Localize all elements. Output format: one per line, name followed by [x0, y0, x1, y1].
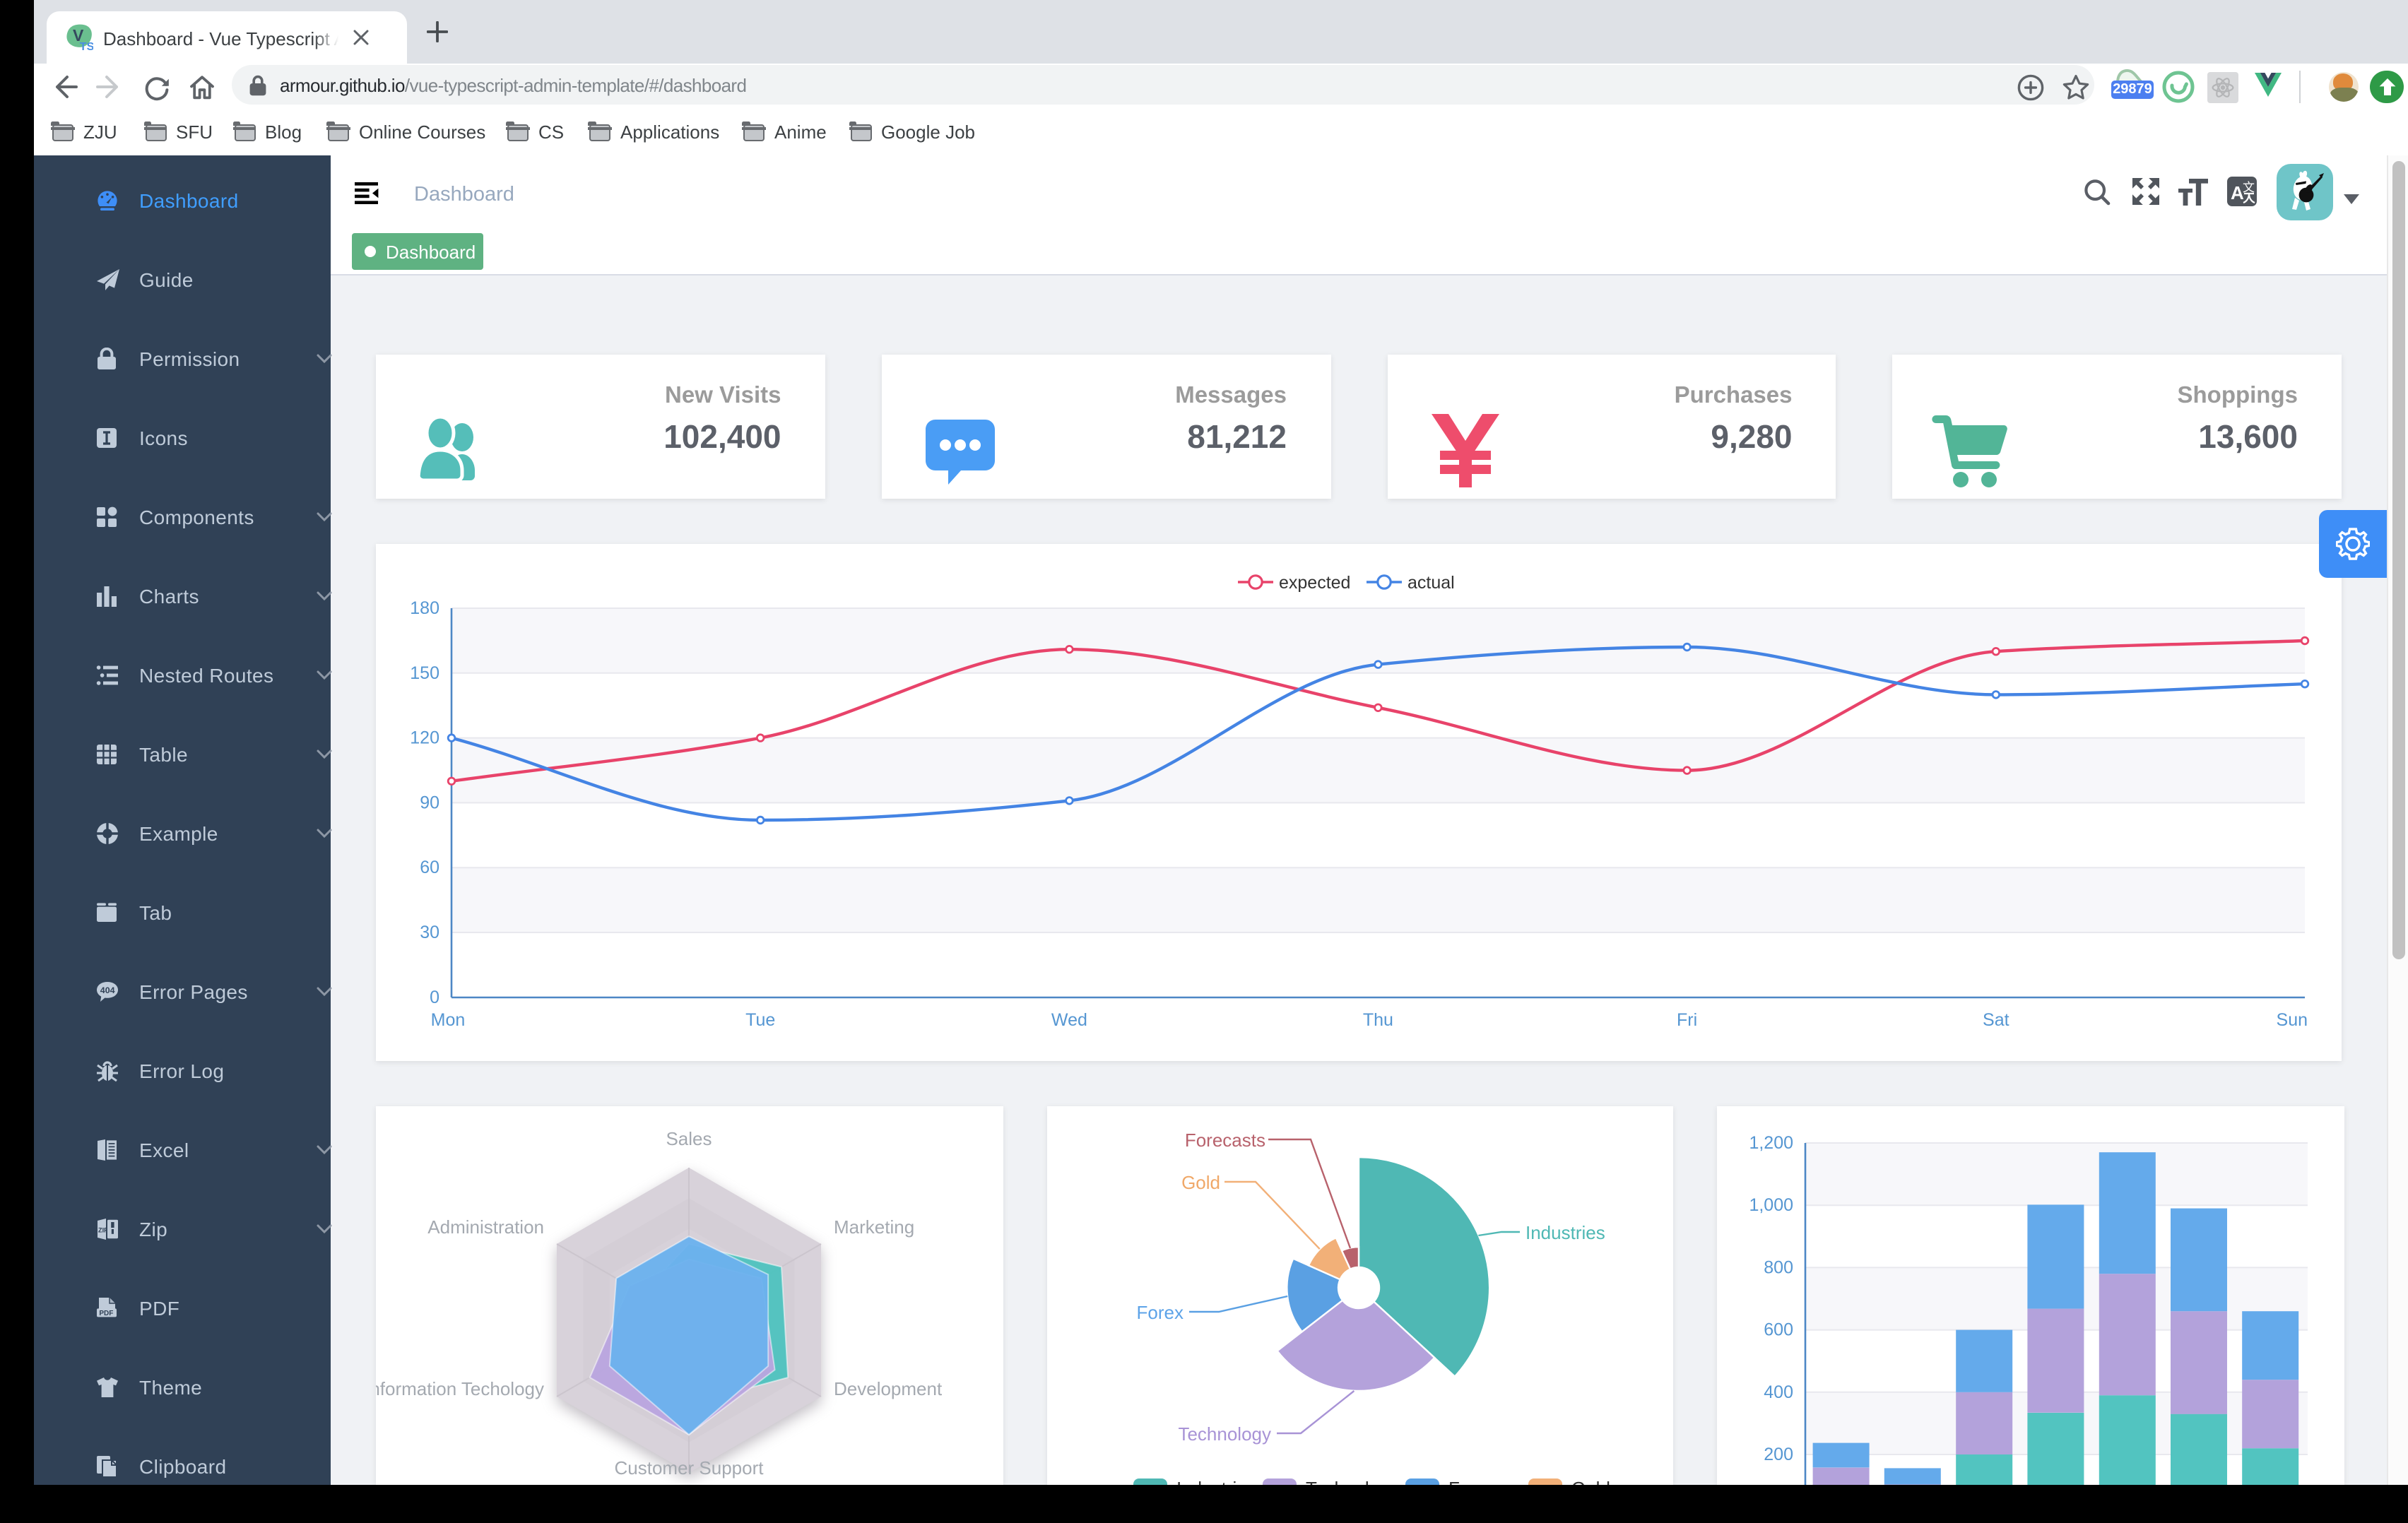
- svg-text:Sat: Sat: [1983, 1010, 2009, 1030]
- svg-text:200: 200: [1764, 1444, 1793, 1464]
- svg-text:A: A: [2230, 182, 2243, 203]
- svg-text:Fri: Fri: [1677, 1010, 1697, 1030]
- svg-text:Information Techology: Information Techology: [376, 1377, 544, 1399]
- svg-text:Mon: Mon: [431, 1010, 466, 1030]
- svg-text:Customer Support: Customer Support: [615, 1457, 765, 1478]
- svg-text:0: 0: [430, 988, 439, 1007]
- svg-text:ZIP: ZIP: [98, 1226, 107, 1233]
- svg-text:800: 800: [1764, 1257, 1793, 1276]
- svg-text:Gold: Gold: [1571, 1477, 1610, 1485]
- svg-text:Sales: Sales: [666, 1127, 712, 1149]
- svg-text:180: 180: [410, 598, 439, 618]
- svg-text:PDF: PDF: [98, 1309, 112, 1317]
- svg-text:Thu: Thu: [1363, 1010, 1393, 1030]
- svg-text:actual: actual: [1407, 573, 1455, 593]
- svg-text:Gold: Gold: [1181, 1171, 1220, 1192]
- svg-text:Marketing: Marketing: [834, 1216, 914, 1237]
- svg-text:Wed: Wed: [1051, 1010, 1087, 1030]
- svg-text:V: V: [72, 25, 83, 44]
- svg-text:30: 30: [420, 923, 439, 942]
- svg-text:Industries: Industries: [1176, 1477, 1256, 1485]
- svg-text:1,000: 1,000: [1749, 1195, 1793, 1214]
- svg-text:Forex: Forex: [1448, 1477, 1494, 1485]
- svg-text:TS: TS: [79, 40, 93, 52]
- svg-text:404: 404: [100, 985, 114, 995]
- svg-text:Forecasts: Forecasts: [1184, 1129, 1265, 1150]
- svg-text:Administration: Administration: [427, 1216, 544, 1237]
- svg-text:Technology: Technology: [1177, 1423, 1270, 1444]
- svg-text:60: 60: [420, 858, 439, 877]
- svg-text:150: 150: [410, 663, 439, 683]
- svg-text:90: 90: [420, 793, 439, 812]
- svg-text:Forex: Forex: [1136, 1301, 1183, 1322]
- svg-text:600: 600: [1764, 1320, 1793, 1339]
- svg-text:expected: expected: [1279, 573, 1350, 593]
- svg-text:Sun: Sun: [2277, 1010, 2308, 1030]
- svg-text:Industries: Industries: [1525, 1221, 1605, 1243]
- svg-text:Development: Development: [834, 1377, 943, 1399]
- svg-text:120: 120: [410, 728, 439, 748]
- svg-text:文: 文: [2242, 181, 2254, 194]
- svg-text:1,200: 1,200: [1749, 1132, 1793, 1152]
- svg-text:400: 400: [1764, 1382, 1793, 1401]
- svg-text:Technology: Technology: [1305, 1477, 1398, 1485]
- svg-text:Tue: Tue: [745, 1010, 775, 1030]
